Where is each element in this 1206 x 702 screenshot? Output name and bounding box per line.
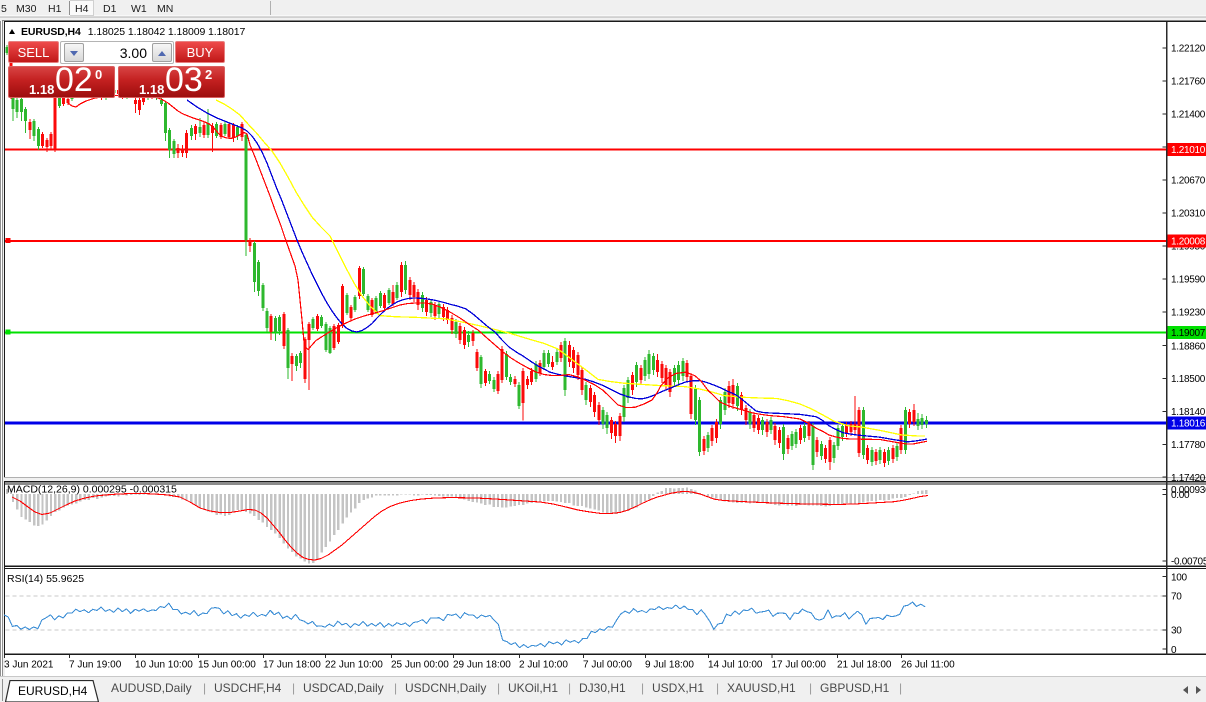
svg-text:70: 70 [1171,592,1182,603]
svg-text:0: 0 [1171,645,1177,656]
svg-text:1.17780: 1.17780 [1171,440,1206,451]
svg-text:21 Jul 18:00: 21 Jul 18:00 [837,659,892,670]
svg-text:1.19590: 1.19590 [1171,275,1206,286]
svg-text:1.20008: 1.20008 [1171,237,1206,248]
svg-text:26 Jul 11:00: 26 Jul 11:00 [901,659,955,670]
svg-text:100: 100 [1171,572,1188,583]
svg-text:3 Jun 2021: 3 Jun 2021 [4,659,54,670]
svg-text:1.18016: 1.18016 [1171,419,1206,430]
svg-text:22 Jun 10:00: 22 Jun 10:00 [325,659,383,670]
svg-text:1.18140: 1.18140 [1171,407,1206,418]
svg-text:30: 30 [1171,626,1182,637]
svg-text:1.19230: 1.19230 [1171,308,1206,319]
svg-text:14 Jul 10:00: 14 Jul 10:00 [708,659,763,670]
svg-text:29 Jun 18:00: 29 Jun 18:00 [453,659,511,670]
svg-text:RSI(14) 55.9625: RSI(14) 55.9625 [7,573,84,585]
svg-text:7 Jun 19:00: 7 Jun 19:00 [69,659,122,670]
svg-text:17 Jun 18:00: 17 Jun 18:00 [263,659,321,670]
svg-text:1.18860: 1.18860 [1171,341,1206,352]
svg-text:0.000936: 0.000936 [1171,485,1206,496]
svg-text:1.20310: 1.20310 [1171,209,1206,220]
svg-text:1.20670: 1.20670 [1171,176,1206,187]
svg-text:9 Jul 18:00: 9 Jul 18:00 [645,659,694,670]
svg-text:0.00: 0.00 [1171,490,1190,501]
svg-text:1.21760: 1.21760 [1171,77,1206,88]
svg-text:1.22120: 1.22120 [1171,44,1206,55]
svg-text:1.19007: 1.19007 [1171,328,1206,339]
svg-text:1.17420: 1.17420 [1171,473,1206,484]
svg-text:7 Jul 00:00: 7 Jul 00:00 [583,659,632,670]
svg-text:1.21400: 1.21400 [1171,110,1206,121]
svg-text:10 Jun 10:00: 10 Jun 10:00 [135,659,193,670]
svg-text:17 Jul 00:00: 17 Jul 00:00 [772,659,827,670]
svg-text:-0.00705: -0.00705 [1171,557,1206,568]
svg-text:25 Jun 00:00: 25 Jun 00:00 [391,659,449,670]
svg-text:1.18500: 1.18500 [1171,374,1206,385]
svg-text:15 Jun 00:00: 15 Jun 00:00 [198,659,256,670]
svg-text:MACD(12,26,9) 0.000295 -0.0003: MACD(12,26,9) 0.000295 -0.000315 [7,484,177,496]
svg-text:2 Jul 10:00: 2 Jul 10:00 [519,659,568,670]
svg-text:1.21010: 1.21010 [1171,145,1206,156]
